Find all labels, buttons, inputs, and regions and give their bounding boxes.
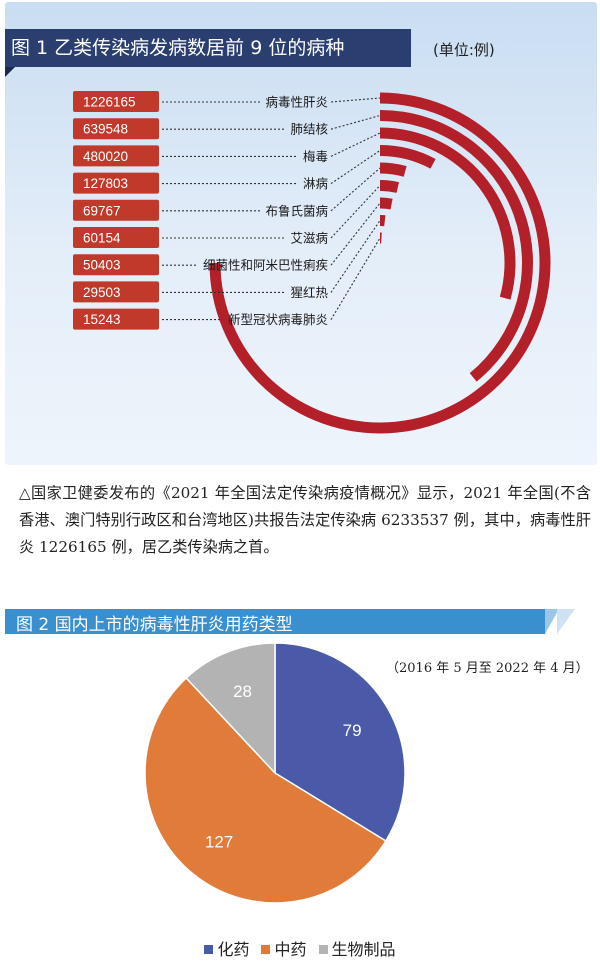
category-label-4: 布鲁氏菌病 bbox=[265, 203, 328, 218]
leader-right-0 bbox=[330, 97, 381, 103]
category-label-1: 肺结核 bbox=[290, 122, 328, 137]
label-row-5: 60154 艾滋病 bbox=[73, 185, 381, 248]
figure1-caption: △国家卫健委发布的《2021 年全国法定传染病疫情概况》显示，2021 年全国(… bbox=[19, 484, 591, 556]
label-row-0: 1226165 病毒性肝炎 bbox=[73, 91, 381, 112]
legend-swatch-1 bbox=[261, 945, 271, 954]
figure1-banner-notch bbox=[5, 67, 15, 77]
leader-right-8 bbox=[330, 237, 381, 320]
category-label-8: 新型冠状病毒肺炎 bbox=[228, 312, 328, 327]
value-label-5: 60154 bbox=[83, 231, 121, 246]
arc-3 bbox=[380, 145, 436, 169]
legend-swatch-2 bbox=[318, 945, 328, 954]
category-label-5: 艾滋病 bbox=[290, 231, 328, 246]
category-label-7: 猩红热 bbox=[290, 285, 328, 300]
legend-label-2: 生物制品 bbox=[331, 940, 396, 959]
figure2-pie-chart: 79 127 28 bbox=[144, 642, 406, 904]
figure1-banner bbox=[5, 29, 411, 67]
pie-label-1: 127 bbox=[205, 832, 233, 851]
figure2-legend: 化药 中药 生物制品 bbox=[0, 936, 600, 960]
value-box-6 bbox=[73, 254, 159, 276]
figure1-unit: (单位:例) bbox=[433, 41, 495, 59]
value-label-0: 1226165 bbox=[83, 95, 136, 110]
value-box-0 bbox=[73, 91, 159, 112]
value-box-7 bbox=[73, 281, 159, 303]
leader-right-2 bbox=[330, 132, 381, 157]
leader-right-5 bbox=[330, 185, 381, 239]
label-row-3: 127803 淋病 bbox=[73, 150, 381, 194]
category-label-0: 病毒性肝炎 bbox=[265, 95, 328, 110]
value-label-1: 639548 bbox=[83, 122, 128, 137]
legend-item-1: 中药 bbox=[261, 936, 307, 960]
legend-label-1: 中药 bbox=[274, 940, 307, 959]
value-box-8 bbox=[73, 308, 159, 330]
label-row-2: 480020 梅毒 bbox=[73, 132, 381, 167]
category-label-2: 梅毒 bbox=[303, 149, 328, 164]
value-label-7: 29503 bbox=[83, 285, 121, 300]
value-box-4 bbox=[73, 199, 159, 221]
value-label-8: 15243 bbox=[83, 312, 121, 327]
value-box-5 bbox=[73, 227, 159, 248]
figure1-title: 图 1 乙类传染病发病数居前 9 位的病种 bbox=[11, 37, 345, 59]
figure1-panel: 1226165 病毒性肝炎 639548 肺结核 480020 梅毒 127803 淋病 697… bbox=[5, 2, 597, 465]
value-box-1 bbox=[73, 118, 159, 140]
label-row-8: 15243 新型冠状病毒肺炎 bbox=[73, 237, 381, 330]
value-label-3: 127803 bbox=[83, 176, 128, 191]
figure2-banner-bg bbox=[5, 609, 545, 634]
figure2-banner: 图 2 国内上市的病毒性肝炎用药类型 bbox=[5, 609, 597, 635]
pie-label-0: 79 bbox=[343, 721, 362, 740]
pie-slice-1 bbox=[144, 676, 387, 904]
leader-right-4 bbox=[330, 167, 381, 212]
value-box-2 bbox=[73, 145, 159, 167]
arc-6 bbox=[380, 197, 393, 210]
value-label-2: 480020 bbox=[83, 149, 128, 164]
leader-right-1 bbox=[330, 114, 381, 130]
figure2-banner-tail bbox=[545, 609, 559, 634]
pie-label-2: 28 bbox=[233, 682, 252, 701]
category-label-3: 淋病 bbox=[303, 176, 328, 191]
figure2-period: （2016 年 5 月至 2022 年 4 月） bbox=[386, 661, 589, 676]
legend-swatch-0 bbox=[204, 945, 214, 954]
value-label-4: 69767 bbox=[83, 203, 121, 218]
arc-1 bbox=[380, 110, 534, 382]
category-label-6: 细菌性和阿米巴性痢疾 bbox=[203, 258, 329, 273]
figure2-title: 图 2 国内上市的病毒性肝炎用药类型 bbox=[16, 615, 293, 635]
legend-item-2: 生物制品 bbox=[318, 936, 396, 960]
label-row-6: 50403 细菌性和阿米巴性痢疾 bbox=[73, 202, 381, 276]
leader-right-7 bbox=[330, 220, 381, 293]
leader-right-3 bbox=[330, 150, 381, 185]
value-box-3 bbox=[73, 172, 159, 194]
pie-slice-2 bbox=[185, 642, 276, 775]
arc-4 bbox=[380, 162, 407, 177]
label-row-1: 639548 肺结核 bbox=[73, 114, 381, 140]
legend-label-0: 化药 bbox=[217, 940, 250, 959]
legend-item-0: 化药 bbox=[204, 936, 249, 960]
value-label-6: 50403 bbox=[83, 258, 121, 273]
figure2-banner-tail-light bbox=[557, 609, 575, 634]
label-row-4: 69767 布鲁氏菌病 bbox=[73, 167, 381, 221]
arc-7 bbox=[380, 215, 386, 227]
arc-5 bbox=[380, 180, 400, 193]
label-row-7: 29503 猩红热 bbox=[73, 220, 381, 303]
leader-right-6 bbox=[330, 202, 381, 266]
pie-slice-0 bbox=[274, 642, 406, 843]
arc-8 bbox=[380, 232, 382, 244]
